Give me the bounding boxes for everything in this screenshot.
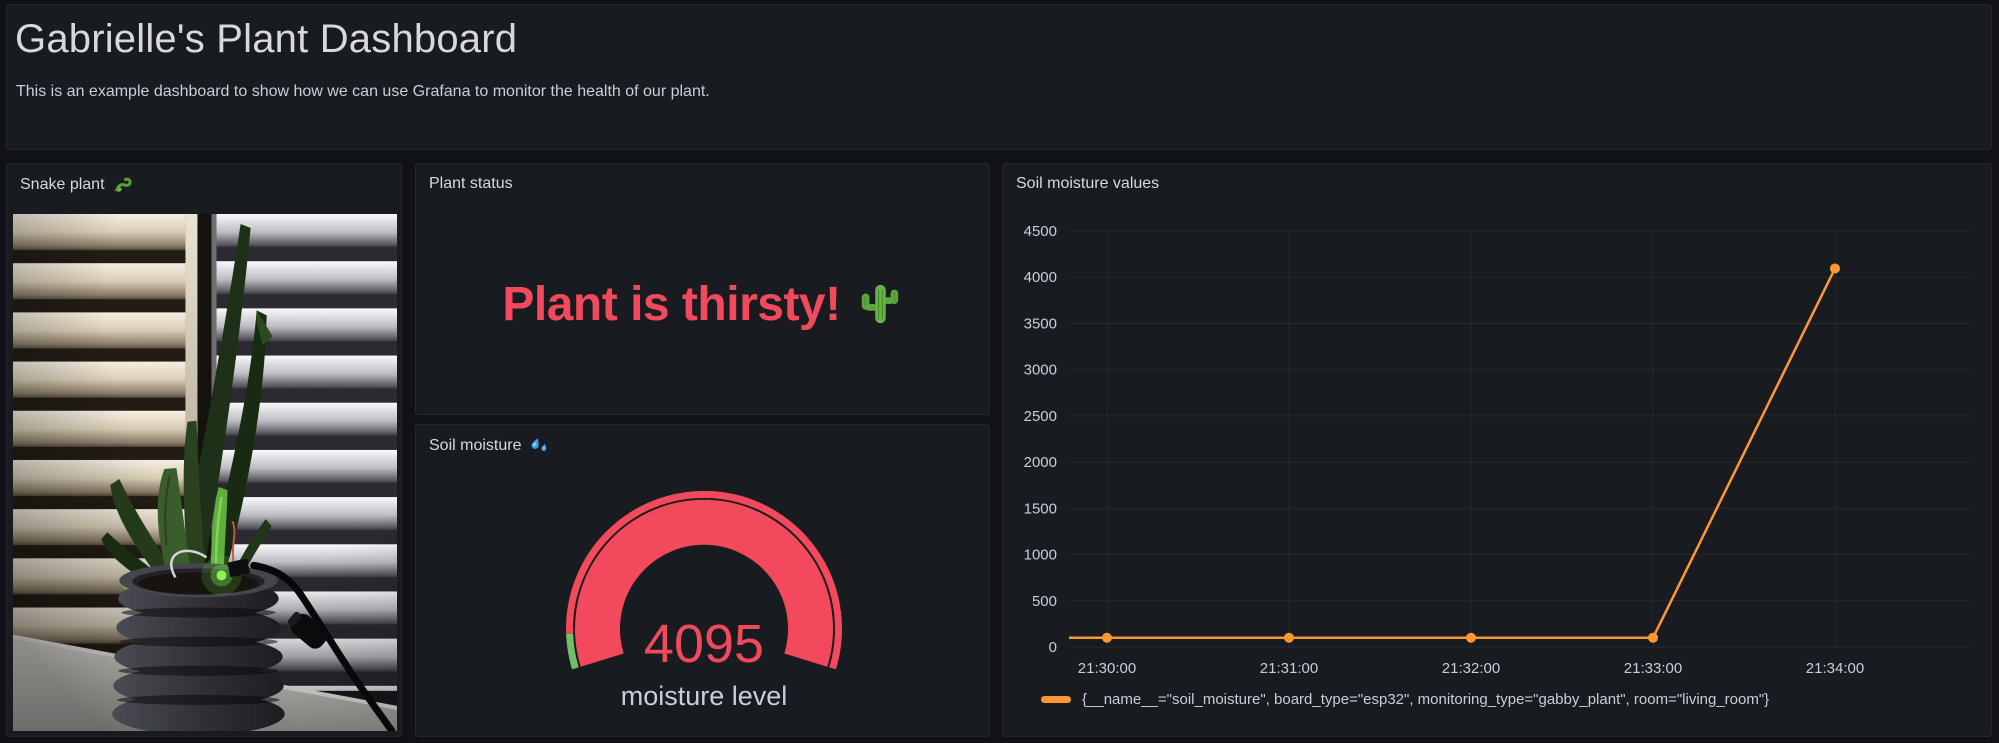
svg-text:1500: 1500 xyxy=(1024,500,1057,517)
svg-text:1000: 1000 xyxy=(1024,547,1057,564)
panel-title-snake-plant[interactable]: Snake plant xyxy=(20,175,135,195)
dashboard-title: Gabrielle's Plant Dashboard xyxy=(15,17,518,61)
plant-status-panel: Plant status Plant is thirsty! xyxy=(415,163,990,415)
gauge-value: 4095 xyxy=(644,614,764,674)
panel-title-soil-moisture-values[interactable]: Soil moisture values xyxy=(1016,175,1159,193)
snake-icon xyxy=(113,177,132,192)
panel-title-text: Snake plant xyxy=(20,176,105,193)
svg-text:4000: 4000 xyxy=(1024,269,1057,286)
soil-moisture-chart-panel: Soil moisture values 0 500 1000 1500 2000 250… xyxy=(1002,163,1992,737)
svg-text:0: 0 xyxy=(1049,639,1057,656)
gauge-arcs xyxy=(566,490,842,670)
svg-text:21:32:00: 21:32:00 xyxy=(1442,660,1500,677)
svg-text:3500: 3500 xyxy=(1024,315,1057,332)
svg-text:21:34:00: 21:34:00 xyxy=(1806,660,1864,677)
snake-plant-panel: Snake plant xyxy=(6,163,402,737)
chart-legend-item[interactable]: {__name__="soil_moisture", board_type="e… xyxy=(1041,691,1769,708)
svg-text:2500: 2500 xyxy=(1024,408,1057,425)
panel-title-text: Soil moisture values xyxy=(1016,175,1160,192)
panel-title-soil-moisture[interactable]: Soil moisture xyxy=(429,436,549,456)
soil-moisture-gauge-panel: Soil moisture 4095 moisture level xyxy=(415,424,990,737)
svg-text:21:31:00: 21:31:00 xyxy=(1260,660,1318,677)
svg-text:500: 500 xyxy=(1032,593,1057,610)
snake-plant-photo xyxy=(13,214,397,731)
gauge-label: moisture level xyxy=(621,681,788,711)
header-text-panel: Gabrielle's Plant Dashboard This is an e… xyxy=(6,4,1992,150)
panel-title-text: Plant status xyxy=(429,175,513,192)
svg-text:21:33:00: 21:33:00 xyxy=(1624,660,1682,677)
svg-text:3000: 3000 xyxy=(1024,362,1057,379)
svg-text:2000: 2000 xyxy=(1024,454,1057,471)
gauge-svg: 4095 moisture level xyxy=(566,490,842,711)
panel-title-plant-status[interactable]: Plant status xyxy=(429,175,513,193)
legend-series-marker xyxy=(1041,696,1071,703)
cactus-icon xyxy=(861,284,898,324)
panel-title-text: Soil moisture xyxy=(429,437,522,454)
plant-status-value: Plant is thirsty! xyxy=(416,194,989,414)
legend-series-label: {__name__="soil_moisture", board_type="e… xyxy=(1082,691,1770,708)
dashboard-subtitle: This is an example dashboard to show how… xyxy=(16,83,710,100)
svg-text:4500: 4500 xyxy=(1024,223,1057,240)
timeseries-svg[interactable]: 0 500 1000 1500 2000 2500 3000 3500 4000 4500 21:3… xyxy=(1003,164,1993,738)
plant-status-text: Plant is thirsty! xyxy=(502,277,841,331)
sweat-droplets-icon xyxy=(532,438,547,451)
svg-text:21:30:00: 21:30:00 xyxy=(1078,660,1136,677)
